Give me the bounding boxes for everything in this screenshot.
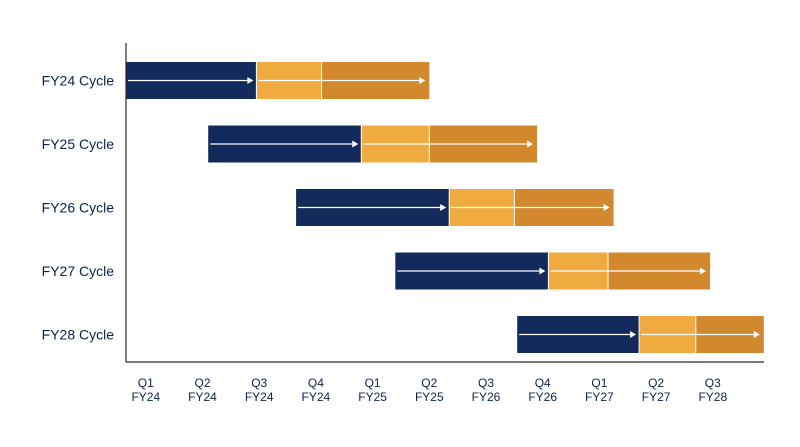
tick-year: FY25: [415, 390, 444, 404]
tick-quarter: Q3: [478, 376, 494, 390]
bars-layer: [126, 62, 764, 353]
phase23-arrow-head: [603, 204, 610, 211]
phase1-arrow-head: [440, 204, 447, 211]
row-label: FY24 Cycle: [42, 73, 115, 89]
row-labels: FY24 Cycle FY25 Cycle FY26 Cycle FY27 Cycle…: [42, 73, 115, 343]
cycle-row: [395, 252, 711, 290]
row-label: FY27 Cycle: [42, 263, 115, 279]
tick-quarter: Q1: [365, 376, 381, 390]
tick-quarter: Q2: [648, 376, 664, 390]
tick-quarter: Q3: [251, 376, 267, 390]
phase23-arrow-head: [527, 140, 534, 148]
tick-year: FY24: [188, 390, 217, 404]
tick-year: FY24: [131, 390, 160, 404]
phase23-arrow-head: [700, 267, 706, 275]
row-label: FY28 Cycle: [42, 327, 115, 343]
phase23-arrow-head: [419, 77, 426, 84]
tick-year: FY24: [302, 390, 331, 404]
row-label: FY25 Cycle: [42, 136, 115, 152]
tick-year: FY25: [358, 390, 387, 404]
tick-year: FY27: [642, 390, 671, 404]
phase1-arrow-head: [352, 140, 359, 148]
phase1-arrow-head: [247, 77, 254, 84]
phase1-arrow-head: [539, 267, 546, 275]
tick-year: FY24: [245, 390, 274, 404]
x-axis-ticks: Q1FY24Q2FY24Q3FY24Q4FY24Q1FY25Q2FY25Q3FY…: [131, 376, 727, 404]
row-label: FY26 Cycle: [42, 200, 115, 216]
tick-year: FY27: [585, 390, 614, 404]
tick-quarter: Q4: [535, 376, 551, 390]
cycle-row: [296, 189, 614, 226]
phase23-arrow-head: [753, 331, 760, 338]
tick-quarter: Q1: [591, 376, 607, 390]
cycle-row: [517, 316, 764, 353]
tick-quarter: Q2: [194, 376, 210, 390]
tick-year: FY28: [698, 390, 727, 404]
tick-year: FY26: [528, 390, 557, 404]
tick-quarter: Q4: [308, 376, 324, 390]
tick-quarter: Q3: [705, 376, 721, 390]
cycle-row: [126, 62, 430, 99]
phase1-arrow-head: [630, 331, 637, 338]
tick-quarter: Q2: [421, 376, 437, 390]
tick-quarter: Q1: [138, 376, 154, 390]
tick-year: FY26: [472, 390, 501, 404]
cycle-row: [208, 125, 537, 163]
